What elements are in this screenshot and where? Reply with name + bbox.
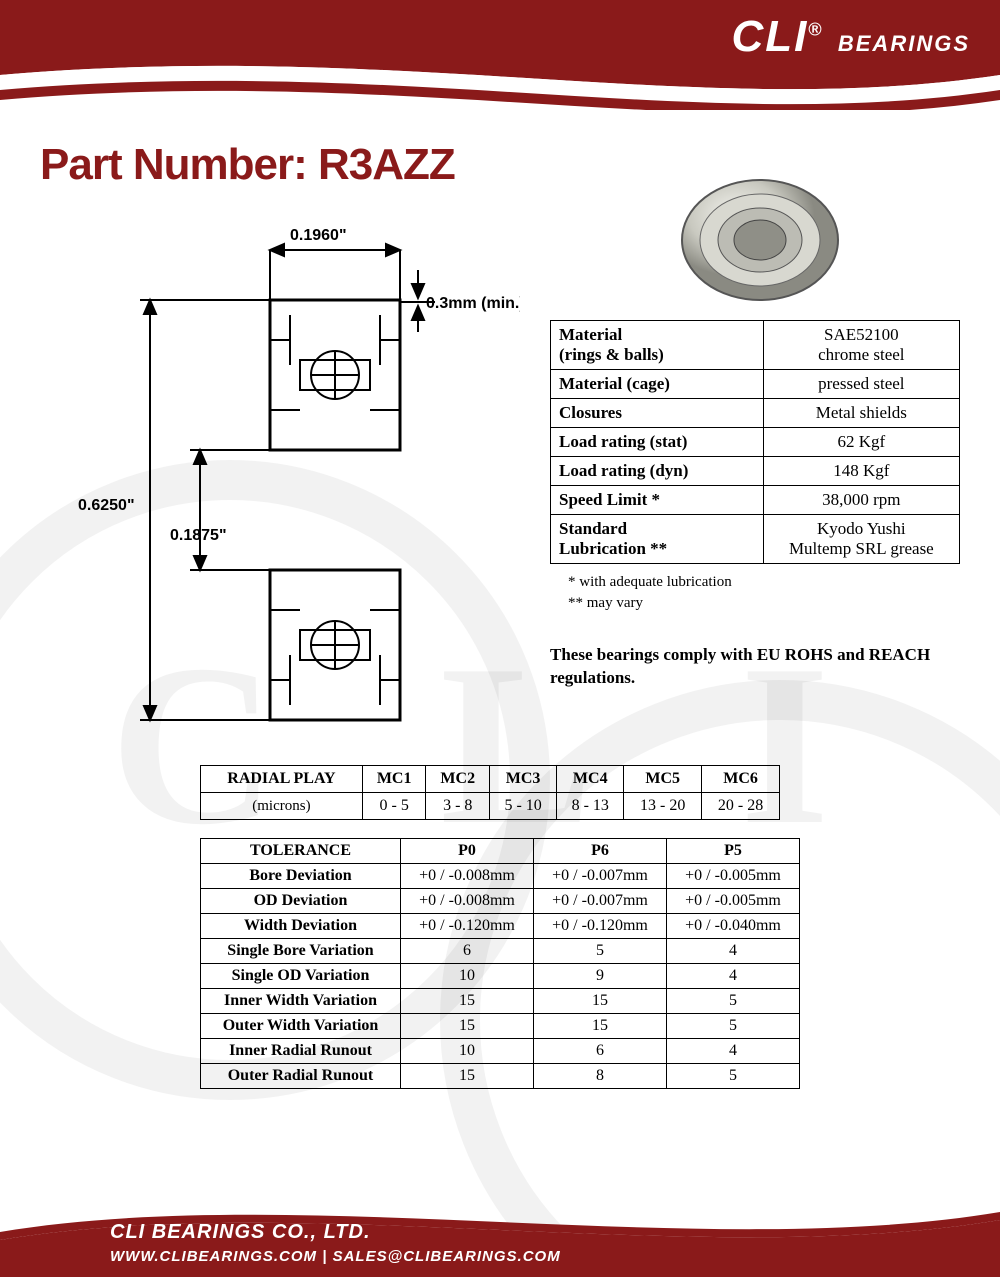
dim-outer-dia: 0.6250" (78, 497, 135, 514)
brand-logo-main: CLI (731, 12, 808, 61)
spec-label: Load rating (dyn) (551, 457, 764, 486)
spec-label: Closures (551, 399, 764, 428)
spec-label: Material (cage) (551, 370, 764, 399)
page-footer: CLI BEARINGS CO., LTD. WWW.CLIBEARINGS.C… (0, 1192, 1000, 1277)
spec-notes: * with adequate lubrication ** may vary (568, 572, 960, 614)
page-header: CLI® BEARINGS (0, 0, 1000, 110)
cross-section-diagram: 0.1960" (40, 210, 520, 740)
spec-value: 38,000 rpm (763, 486, 959, 515)
spec-row: StandardLubrication **Kyodo YushiMultemp… (551, 515, 960, 564)
note-lubrication: * with adequate lubrication (568, 572, 960, 593)
spec-value: 148 Kgf (763, 457, 959, 486)
spec-row: Material (cage)pressed steel (551, 370, 960, 399)
spec-row: Material(rings & balls)SAE52100chrome st… (551, 321, 960, 370)
spec-label: StandardLubrication ** (551, 515, 764, 564)
spec-value: Metal shields (763, 399, 959, 428)
footer-email: SALES@CLIBEARINGS.COM (333, 1248, 561, 1265)
dim-chamfer: 0.3mm (min.) (426, 295, 520, 312)
spec-row: Load rating (dyn)148 Kgf (551, 457, 960, 486)
spec-label: Speed Limit * (551, 486, 764, 515)
footer-website: WWW.CLIBEARINGS.COM (110, 1248, 317, 1265)
spec-row: ClosuresMetal shields (551, 399, 960, 428)
spec-value: 62 Kgf (763, 428, 959, 457)
spec-table: Material(rings & balls)SAE52100chrome st… (550, 320, 960, 564)
compliance-text: These bearings comply with EU ROHS and R… (550, 644, 960, 690)
spec-label: Material(rings & balls) (551, 321, 764, 370)
brand-logo-reg: ® (808, 19, 823, 39)
spec-label: Load rating (stat) (551, 428, 764, 457)
brand-logo: CLI® BEARINGS (731, 12, 970, 62)
spec-value: SAE52100chrome steel (763, 321, 959, 370)
note-may-vary: ** may vary (568, 593, 960, 614)
spec-row: Load rating (stat)62 Kgf (551, 428, 960, 457)
brand-logo-sub: BEARINGS (838, 31, 970, 56)
dim-width: 0.1960" (290, 227, 347, 244)
footer-company: CLI BEARINGS CO., LTD. (110, 1221, 561, 1244)
bearing-photo (660, 170, 860, 310)
spec-value: Kyodo YushiMultemp SRL grease (763, 515, 959, 564)
footer-sep: | (317, 1248, 333, 1265)
dim-bore: 0.1875" (170, 527, 227, 544)
spec-value: pressed steel (763, 370, 959, 399)
spec-row: Speed Limit *38,000 rpm (551, 486, 960, 515)
